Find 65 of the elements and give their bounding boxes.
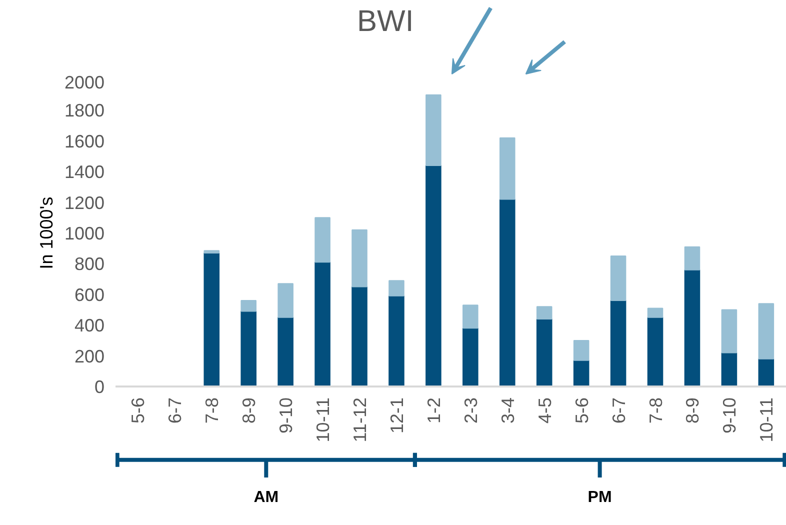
bar	[240, 300, 256, 312]
bar	[499, 198, 516, 386]
x-tick-label: 9-10	[720, 397, 740, 434]
y-tick-label: 800	[74, 254, 105, 274]
bar	[204, 250, 220, 254]
bar	[758, 303, 774, 360]
x-tick-label: 3-4	[498, 398, 518, 424]
x-tick-label: 12-1	[386, 397, 407, 434]
bar	[388, 295, 404, 386]
bar	[647, 308, 664, 318]
bar	[536, 318, 552, 386]
x-tick-label: 7-8	[646, 398, 666, 424]
y-tick-label: 1400	[64, 162, 105, 182]
y-tick-label: 1800	[64, 100, 105, 121]
text: PM	[588, 489, 612, 506]
x-tick-label: 2-3	[460, 398, 481, 424]
y-axis-title: In 1000's	[36, 196, 56, 270]
y-tick-label: 0	[94, 377, 105, 397]
bar	[314, 217, 330, 263]
x-tick-label: 5-6	[572, 398, 592, 424]
bar	[758, 358, 774, 386]
bar	[278, 283, 294, 318]
bar	[462, 304, 478, 329]
bar	[426, 94, 442, 166]
bar	[388, 280, 404, 296]
bar	[721, 309, 738, 354]
bar	[499, 137, 516, 200]
bar	[204, 252, 220, 386]
bar	[462, 328, 478, 386]
bar	[573, 340, 590, 361]
y-tick-label: 1000	[64, 224, 105, 244]
y-tick-label: 600	[74, 284, 105, 305]
y-tick-label: 400	[74, 316, 105, 336]
bar	[536, 306, 552, 320]
x-tick-label: 5-6	[128, 398, 148, 424]
bar	[352, 229, 368, 288]
bar	[684, 246, 700, 270]
bar	[314, 262, 330, 386]
y-tick-label: 200	[74, 346, 105, 366]
text: BWI	[357, 5, 414, 38]
bar	[352, 286, 368, 386]
bar	[426, 164, 442, 386]
bar	[278, 316, 294, 386]
x-tick-label: 8-9	[682, 398, 703, 424]
x-tick-label: 6-7	[608, 398, 629, 424]
x-tick-label: 6-7	[165, 398, 186, 424]
bar	[684, 269, 700, 386]
y-tick-label: 1200	[64, 192, 105, 213]
text: AM	[254, 489, 279, 506]
x-tick-label: 4-5	[534, 398, 555, 424]
bar	[240, 310, 256, 386]
bar	[573, 360, 590, 386]
x-tick-label: 11-12	[350, 398, 370, 442]
x-tick-label: 10-11	[756, 398, 777, 442]
y-tick-label: 1600	[64, 131, 105, 152]
x-tick-label: 1-2	[424, 398, 444, 424]
x-tick-label: 7-8	[202, 398, 222, 424]
bar	[610, 300, 626, 386]
x-tick-label: 8-9	[239, 398, 260, 424]
x-tick-label: 9-10	[276, 397, 296, 434]
x-tick-label: 10-11	[313, 398, 334, 442]
bar	[610, 256, 626, 302]
bar	[721, 352, 738, 386]
y-tick-label: 2000	[64, 72, 105, 92]
bar	[647, 316, 664, 386]
